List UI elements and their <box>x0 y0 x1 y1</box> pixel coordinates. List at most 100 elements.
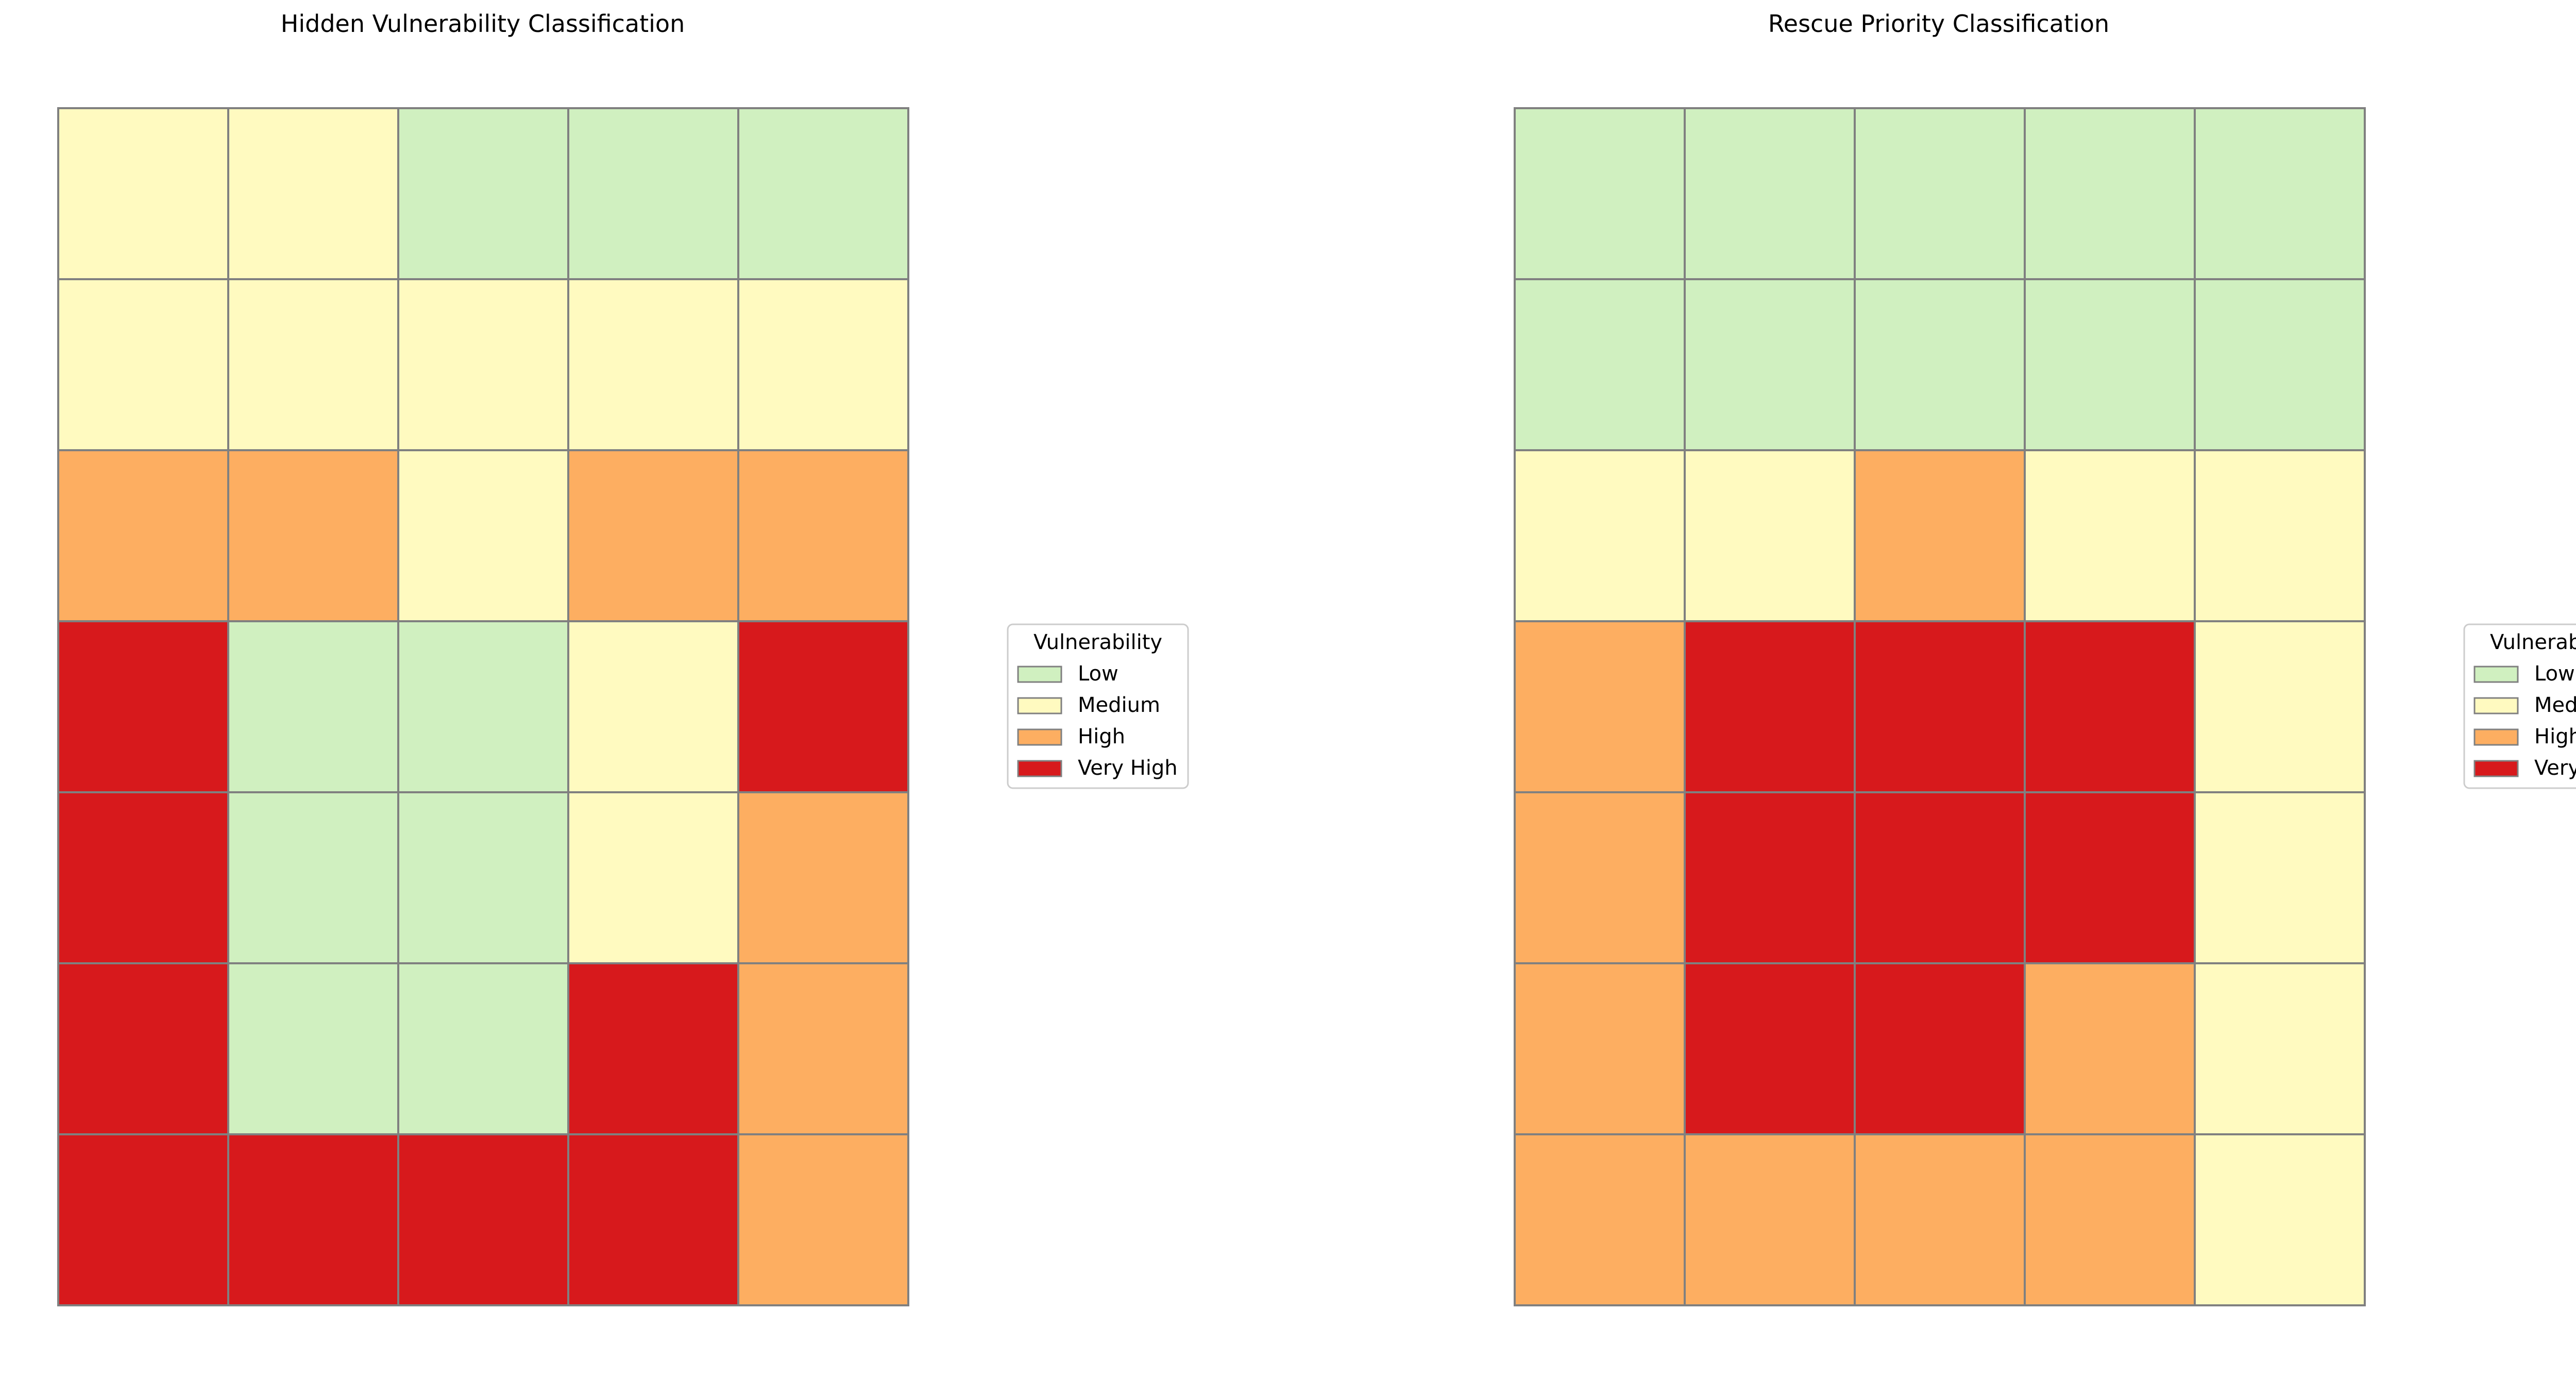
legend-swatch <box>2473 760 2519 777</box>
heatmap-cell <box>1514 791 1686 964</box>
heatmap-cell <box>57 962 229 1135</box>
heatmap-cell <box>1854 962 2026 1135</box>
heatmap-cell <box>1684 1133 1856 1306</box>
heatmap-cell <box>397 1133 569 1306</box>
legend-frame <box>1007 623 1189 789</box>
heatmap-cell <box>57 449 229 622</box>
heatmap-cell <box>1514 962 1686 1135</box>
chart-title: Hidden Vulnerability Classification <box>281 10 685 38</box>
heatmap-cell <box>2024 449 2196 622</box>
legend-frame <box>2463 623 2576 789</box>
heatmap-cell <box>737 620 909 793</box>
legend-label: High <box>1078 725 1125 748</box>
chart-title: Rescue Priority Classification <box>1768 10 2109 38</box>
heatmap-cell <box>397 791 569 964</box>
heatmap-cell <box>1854 1133 2026 1306</box>
heatmap-cell <box>2194 1133 2366 1306</box>
legend-swatch <box>2473 728 2519 746</box>
heatmap-cell <box>1684 620 1856 793</box>
legend: Vulnerability Low Medium High Very High <box>1007 623 1189 789</box>
heatmap-cell <box>2024 278 2196 451</box>
heatmap-cell <box>57 1133 229 1306</box>
heatmap-cell <box>227 107 399 280</box>
panel-hidden-vulnerability: Hidden Vulnerability Classification Vuln… <box>57 10 1189 1306</box>
heatmap-cell <box>227 791 399 964</box>
heatmap-cell <box>57 791 229 964</box>
heatmap-cell <box>227 449 399 622</box>
heatmap-cell <box>737 278 909 451</box>
heatmap-cell <box>1514 620 1686 793</box>
legend-title: Vulnerability <box>1033 631 1162 654</box>
heatmap-cell <box>1684 791 1856 964</box>
heatmap-cell <box>1854 449 2026 622</box>
legend-title: Vulnerability <box>2490 631 2576 654</box>
heatmap-cell <box>2194 449 2366 622</box>
legend-swatch <box>1017 760 1062 777</box>
heatmap-cell <box>567 791 739 964</box>
heatmap-cell <box>1854 107 2026 280</box>
heatmap-cell <box>2194 107 2366 280</box>
legend-label: Medium <box>1078 693 1160 717</box>
heatmap-cell <box>1514 278 1686 451</box>
legend-swatch <box>1017 728 1062 746</box>
heatmap-cell <box>2194 962 2366 1135</box>
heatmap-cell <box>737 449 909 622</box>
heatmap-cell <box>227 278 399 451</box>
heatmap-cell <box>567 449 739 622</box>
heatmap-cell <box>567 620 739 793</box>
legend-swatch <box>2473 697 2519 714</box>
heatmap-cell <box>397 962 569 1135</box>
heatmap-cell <box>57 278 229 451</box>
panel-rescue-priority: Rescue Priority Classification Vulnerabi… <box>1514 10 2576 1306</box>
heatmap-cell <box>737 107 909 280</box>
heatmap-cell <box>227 620 399 793</box>
heatmap-cell <box>1684 449 1856 622</box>
legend-swatch <box>1017 697 1062 714</box>
legend-swatch <box>1017 666 1062 683</box>
heatmap-cell <box>397 278 569 451</box>
heatmap-cell <box>567 1133 739 1306</box>
heatmap-cell <box>397 620 569 793</box>
heatmap-cell <box>567 278 739 451</box>
heatmap-cell <box>2024 620 2196 793</box>
heatmap-cell <box>227 962 399 1135</box>
heatmap-cell <box>1854 791 2026 964</box>
heatmap-cell <box>397 107 569 280</box>
heatmap-cell <box>1684 278 1856 451</box>
heatmap-cell <box>2194 278 2366 451</box>
legend-label: Very High <box>2534 756 2576 780</box>
heatmap-cell <box>2024 1133 2196 1306</box>
legend-items: Low Medium High Very High <box>1017 662 1178 780</box>
heatmap-cell <box>737 962 909 1135</box>
heatmap-grid <box>1514 107 2366 1306</box>
legend-items: Low Medium High Very High <box>2473 662 2576 780</box>
legend-swatch <box>2473 666 2519 683</box>
heatmap-cell <box>397 449 569 622</box>
heatmap-cell <box>2024 791 2196 964</box>
heatmap-cell <box>2024 107 2196 280</box>
heatmap-cell <box>1684 962 1856 1135</box>
legend-label: Low <box>1078 662 1118 686</box>
legend-label: High <box>2534 725 2576 748</box>
heatmap-cell <box>1854 278 2026 451</box>
heatmap-cell <box>57 620 229 793</box>
heatmap-cell <box>227 1133 399 1306</box>
heatmap-cell <box>567 962 739 1135</box>
legend: Vulnerability Low Medium High Very High <box>2463 623 2576 789</box>
heatmap-cell <box>57 107 229 280</box>
heatmap-cell <box>737 1133 909 1306</box>
legend-label: Low <box>2534 662 2575 686</box>
heatmap-cell <box>2024 962 2196 1135</box>
heatmap-cell <box>737 791 909 964</box>
heatmap-cell <box>1514 1133 1686 1306</box>
legend-label: Medium <box>2534 693 2576 717</box>
heatmap-cell <box>1684 107 1856 280</box>
heatmap-cell <box>2194 791 2366 964</box>
heatmap-cell <box>2194 620 2366 793</box>
heatmap-cell <box>1514 107 1686 280</box>
heatmap-grid <box>57 107 909 1306</box>
heatmap-cell <box>1854 620 2026 793</box>
heatmap-cell <box>1514 449 1686 622</box>
